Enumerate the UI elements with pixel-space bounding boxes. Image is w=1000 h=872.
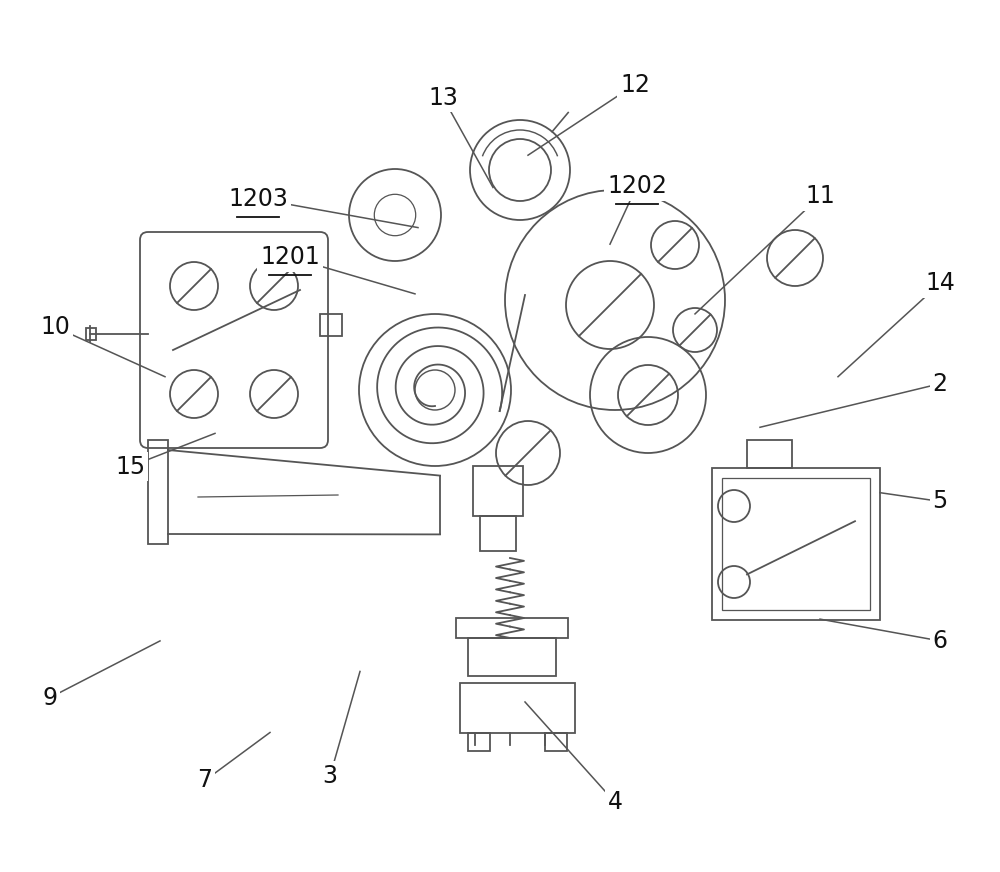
- Text: 14: 14: [925, 271, 955, 296]
- Text: 2: 2: [932, 371, 948, 396]
- Bar: [712, 468, 880, 620]
- Bar: [722, 478, 870, 610]
- Text: 3: 3: [322, 764, 338, 788]
- Bar: [480, 516, 516, 551]
- Text: 1202: 1202: [607, 174, 667, 198]
- Bar: [747, 440, 792, 468]
- Text: 13: 13: [428, 85, 458, 110]
- Bar: [545, 733, 567, 751]
- Text: 15: 15: [115, 454, 145, 479]
- Text: 9: 9: [42, 685, 58, 710]
- Bar: [460, 683, 575, 733]
- Bar: [468, 638, 556, 676]
- Text: 4: 4: [608, 790, 622, 814]
- Text: 7: 7: [198, 768, 212, 793]
- Text: 1203: 1203: [228, 187, 288, 211]
- Bar: [456, 618, 568, 638]
- Bar: [320, 314, 342, 336]
- Text: 5: 5: [932, 489, 948, 514]
- Bar: [86, 328, 96, 340]
- Text: 10: 10: [40, 315, 70, 339]
- Text: 6: 6: [932, 629, 948, 653]
- Text: 1201: 1201: [260, 245, 320, 269]
- Bar: [468, 733, 490, 751]
- Text: 11: 11: [805, 184, 835, 208]
- Text: 12: 12: [620, 72, 650, 97]
- Bar: [473, 466, 523, 516]
- Bar: [148, 440, 168, 544]
